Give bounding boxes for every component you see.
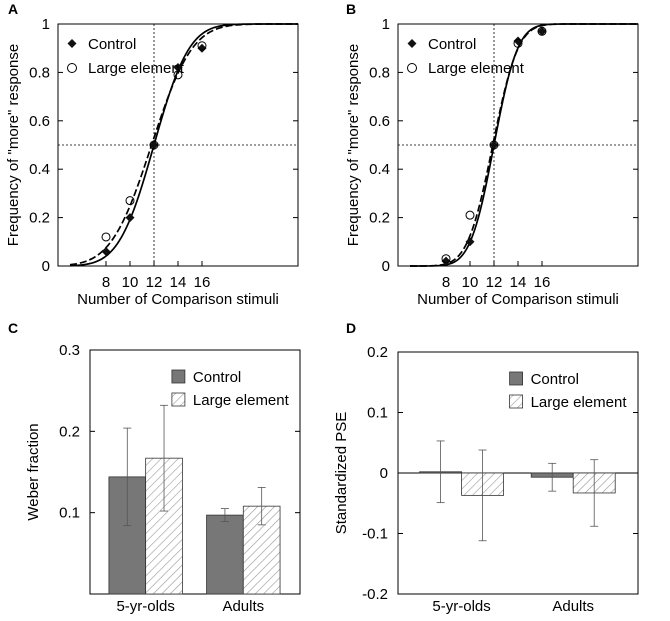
y-tick-label: 0 xyxy=(380,465,388,482)
y-tick-label: 0.4 xyxy=(369,161,390,178)
x-tick-label: 8 xyxy=(102,274,110,291)
x-tick-label: 12 xyxy=(486,274,503,291)
control-data-point xyxy=(149,140,159,150)
y-tick-label: 1 xyxy=(42,16,50,33)
x-tick-label: 14 xyxy=(170,274,187,291)
control-data-point xyxy=(101,246,111,256)
panel-letter: C xyxy=(8,320,18,336)
large-element-data-point xyxy=(101,232,111,242)
category-label: 5-yr-olds xyxy=(116,598,174,615)
y-tick-label: 0.6 xyxy=(29,113,50,130)
control-data-point xyxy=(489,140,499,150)
panel-letter: D xyxy=(346,320,356,336)
panel-c: C 0.1 0.2 0.3 5-yr-olds Adults Control Large el… xyxy=(8,320,301,615)
panel-a: A 0 0.2 0.4 0.6 0.8 1 8 10 12 14 16 Control Large ele… xyxy=(5,1,299,308)
y-tick-label: 0.3 xyxy=(59,342,80,359)
legend-control-label: Control xyxy=(428,36,476,53)
large-element-data-point xyxy=(125,196,135,206)
x-axis-label: Number of Comparison stimuli xyxy=(417,291,619,308)
x-tick-label: 16 xyxy=(534,274,551,291)
y-axis-label: Standardized PSE xyxy=(333,412,350,535)
y-tick-label: 0.2 xyxy=(367,344,388,361)
plot-frame xyxy=(89,349,301,595)
y-axis-label: Weber fraction xyxy=(25,423,42,520)
large-element-fit-curve xyxy=(409,23,638,267)
legend-large-element-marker xyxy=(67,63,77,73)
x-tick-label: 8 xyxy=(442,274,450,291)
control-data-point xyxy=(537,26,547,36)
y-tick-label: 0.4 xyxy=(29,161,50,178)
legend-control-label: Control xyxy=(531,371,579,388)
legend-control-swatch xyxy=(509,371,524,386)
y-tick-label: 0.2 xyxy=(29,210,50,227)
y-axis-label: Frequency of "more" response xyxy=(5,44,22,246)
legend-control-label: Control xyxy=(193,369,241,386)
large-element-data-point xyxy=(441,254,451,264)
y-tick-label: 0 xyxy=(42,258,50,275)
y-tick-label: 0.1 xyxy=(367,405,388,422)
large-element-data-point xyxy=(149,140,159,150)
y-axis-label: Frequency of "more" response xyxy=(345,44,362,246)
legend-large-element-swatch xyxy=(171,392,186,407)
x-tick-label: 14 xyxy=(510,274,527,291)
panel-letter: A xyxy=(8,1,18,17)
category-label: Adults xyxy=(222,598,264,615)
legend-control-marker xyxy=(67,39,77,48)
large-element-data-point xyxy=(173,70,183,80)
legend-large-element-label: Large element xyxy=(428,60,525,77)
x-tick-label: 10 xyxy=(462,274,479,291)
large-element-fit-curve xyxy=(69,23,298,266)
y-tick-label: 0.8 xyxy=(369,64,390,81)
large-element-data-point xyxy=(489,140,499,150)
legend-control-swatch xyxy=(171,369,186,384)
category-label: 5-yr-olds xyxy=(432,598,490,615)
control-data-point xyxy=(197,43,207,53)
legend-control-marker xyxy=(407,39,417,48)
large-element-data-point xyxy=(513,38,523,48)
panel-d: D -0.2 -0.1 0 0.1 0.2 5-yr-olds Adults Control La… xyxy=(333,320,639,615)
x-axis-label: Number of Comparison stimuli xyxy=(77,291,279,308)
control-data-point xyxy=(513,36,523,46)
large-element-data-point xyxy=(537,26,547,36)
panel-b: B 0 0.2 0.4 0.6 0.8 1 8 10 12 14 16 Control Large ele… xyxy=(345,1,639,308)
panel-letter: B xyxy=(346,1,356,17)
control-data-point xyxy=(465,237,475,247)
category-label: Adults xyxy=(552,598,594,615)
x-tick-label: 10 xyxy=(122,274,139,291)
large-element-data-point xyxy=(197,41,207,51)
legend-large-element-label: Large element xyxy=(531,394,628,411)
legend-control-label: Control xyxy=(88,36,136,53)
legend-large-element-swatch xyxy=(509,394,524,409)
y-tick-label: 0 xyxy=(382,258,390,275)
y-tick-label: 1 xyxy=(382,16,390,33)
y-tick-label: -0.1 xyxy=(362,526,388,543)
control-data-point xyxy=(441,256,451,266)
x-tick-label: 12 xyxy=(146,274,163,291)
legend-large-element-marker xyxy=(407,63,417,73)
control-bar xyxy=(206,514,244,595)
legend-large-element-label: Large element xyxy=(88,60,185,77)
y-tick-label: 0.2 xyxy=(369,210,390,227)
y-tick-label: 0.8 xyxy=(29,64,50,81)
y-tick-label: 0.1 xyxy=(59,505,80,522)
y-tick-label: 0.2 xyxy=(59,423,80,440)
large-element-data-point xyxy=(465,210,475,220)
y-tick-label: -0.2 xyxy=(362,586,388,603)
control-data-point xyxy=(173,63,183,73)
legend-large-element-label: Large element xyxy=(193,392,290,409)
x-tick-label: 16 xyxy=(194,274,211,291)
y-tick-label: 0.6 xyxy=(369,113,390,130)
control-data-point xyxy=(125,213,135,223)
